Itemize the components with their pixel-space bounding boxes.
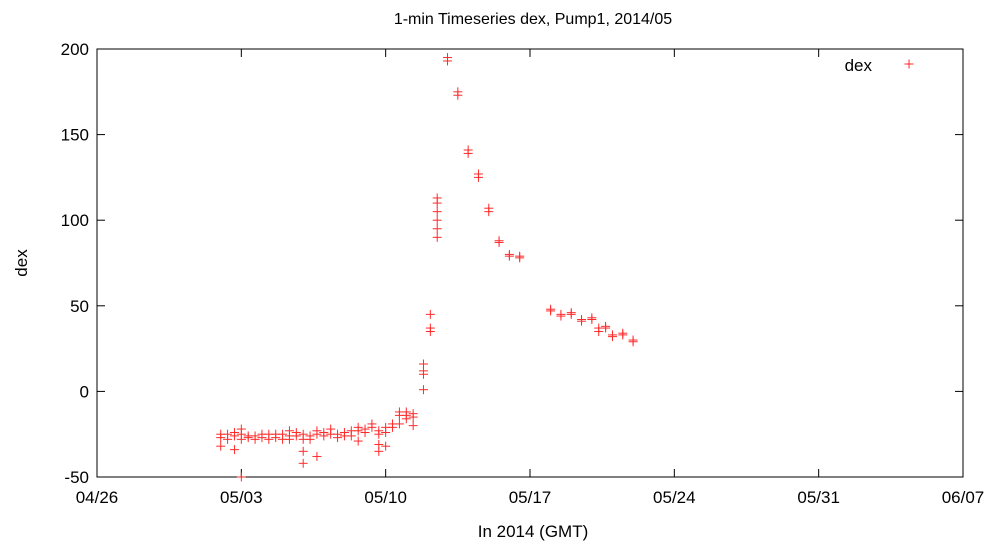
x-tick-label: 05/24 bbox=[653, 488, 696, 507]
data-point bbox=[628, 335, 638, 345]
x-tick-label: 05/10 bbox=[364, 488, 407, 507]
y-tick-label: 0 bbox=[80, 382, 89, 401]
data-point bbox=[618, 328, 628, 338]
data-point bbox=[312, 451, 322, 461]
data-point bbox=[223, 434, 233, 444]
legend-label: dex bbox=[845, 56, 873, 75]
x-tick-label: 05/03 bbox=[220, 488, 263, 507]
data-point bbox=[587, 313, 597, 323]
data-point bbox=[264, 434, 274, 444]
legend-marker-plus bbox=[904, 59, 914, 69]
legend: dex bbox=[845, 56, 914, 75]
data-point bbox=[360, 427, 370, 437]
y-tick-label: -50 bbox=[64, 468, 89, 487]
legend-marker bbox=[904, 59, 914, 69]
y-tick-label: 50 bbox=[70, 297, 89, 316]
data-point bbox=[484, 203, 494, 213]
data-point bbox=[408, 412, 418, 422]
data-point bbox=[374, 429, 384, 439]
data-point bbox=[607, 330, 617, 340]
data-point bbox=[236, 472, 246, 482]
x-axis-label: In 2014 (GMT) bbox=[478, 522, 589, 541]
data-point bbox=[401, 414, 411, 424]
y-axis: -50 0 50 100 150 200 bbox=[61, 40, 963, 487]
data-point bbox=[381, 427, 391, 437]
data-points bbox=[216, 53, 638, 482]
data-point bbox=[546, 304, 556, 314]
y-axis-label: dex bbox=[12, 249, 31, 277]
data-point bbox=[381, 441, 391, 451]
data-point bbox=[408, 421, 418, 431]
data-point bbox=[443, 53, 453, 63]
data-point bbox=[425, 309, 435, 319]
data-point bbox=[229, 431, 239, 441]
data-point bbox=[394, 419, 404, 429]
data-point bbox=[236, 434, 246, 444]
data-point bbox=[556, 309, 566, 319]
data-point bbox=[374, 446, 384, 456]
plot-frame bbox=[96, 48, 964, 478]
data-point bbox=[271, 433, 281, 443]
y-tick-label: 100 bbox=[61, 211, 89, 230]
x-tick-label: 05/31 bbox=[797, 488, 840, 507]
data-point bbox=[305, 434, 315, 444]
data-point bbox=[473, 169, 483, 179]
data-point bbox=[291, 431, 301, 441]
data-point bbox=[453, 87, 463, 97]
data-point bbox=[229, 445, 239, 455]
data-point bbox=[346, 431, 356, 441]
y-tick-label: 200 bbox=[61, 40, 89, 59]
data-point bbox=[319, 431, 329, 441]
data-point bbox=[425, 323, 435, 333]
data-point bbox=[566, 308, 576, 318]
data-point bbox=[298, 458, 308, 468]
data-point bbox=[353, 426, 363, 436]
data-point bbox=[418, 359, 428, 369]
data-point bbox=[432, 215, 442, 225]
y-tick-label: 150 bbox=[61, 126, 89, 145]
data-point bbox=[367, 422, 377, 432]
data-point bbox=[243, 433, 253, 443]
chart-title: 1-min Timeseries dex, Pump1, 2014/05 bbox=[394, 11, 672, 28]
data-point bbox=[432, 224, 442, 234]
data-point bbox=[577, 314, 587, 324]
data-point bbox=[418, 385, 428, 395]
data-point bbox=[250, 434, 260, 444]
data-point bbox=[216, 433, 226, 443]
data-point bbox=[463, 145, 473, 155]
data-point bbox=[432, 207, 442, 217]
data-point bbox=[353, 436, 363, 446]
x-axis: 04/26 05/03 05/10 05/17 05/24 05/31 06/07 bbox=[76, 49, 985, 507]
x-tick-label: 04/26 bbox=[76, 488, 119, 507]
data-point bbox=[257, 433, 267, 443]
data-point bbox=[312, 429, 322, 439]
data-point bbox=[216, 441, 226, 451]
data-point bbox=[504, 249, 514, 259]
data-point bbox=[601, 321, 611, 331]
data-point bbox=[388, 422, 398, 432]
x-tick-label: 05/17 bbox=[509, 488, 552, 507]
data-point bbox=[298, 446, 308, 456]
data-point bbox=[284, 434, 294, 444]
data-point bbox=[494, 236, 504, 246]
data-point bbox=[432, 193, 442, 203]
data-point bbox=[432, 232, 442, 242]
data-point bbox=[515, 251, 525, 261]
data-point bbox=[333, 433, 343, 443]
x-tick-label: 06/07 bbox=[942, 488, 985, 507]
